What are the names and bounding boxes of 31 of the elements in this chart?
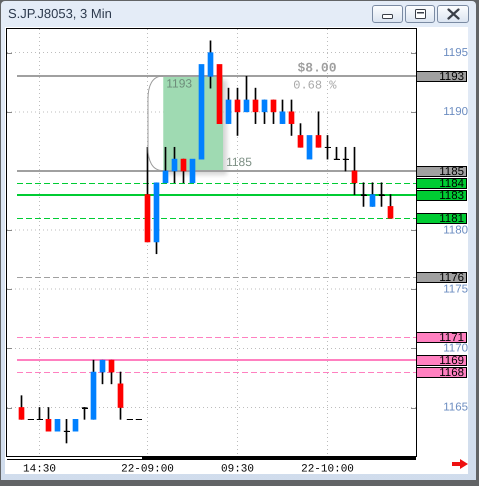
ref-line-label: 1183 [439,190,464,202]
candlestick [198,64,204,160]
candlestick [72,419,78,432]
annotation: 1193 [166,76,192,90]
x-tick-label: 22-09:00 [121,464,174,476]
y-tick-label: 1195 [443,46,468,59]
annotation: $8.00 [297,60,337,76]
annotation: 1185 [226,154,252,169]
ref-line-label: 1193 [439,71,464,84]
ref-line-label: 1169 [439,355,464,368]
y-tick-label: 1165 [443,402,468,414]
ref-line-label: 1185 [439,166,464,178]
y-tick-label: 1190 [443,106,468,118]
x-tick-label: 14:30 [22,464,56,476]
ref-line-label: 1176 [439,272,464,284]
chart-title: S.JP.J8053, 3 Min [8,6,112,21]
ref-line-label: 1184 [439,178,465,190]
candlestick [54,419,60,432]
candlestick [190,158,196,184]
y-tick-label: 1175 [443,283,468,296]
y-tick-label: 1170 [443,342,468,355]
annotation: 0.68 % [293,78,338,92]
ref-line-label: 1168 [439,367,464,380]
x-tick-label: 22-10:00 [301,464,354,476]
candlestick [82,407,88,420]
ref-line-label: 1171 [439,332,464,344]
y-tick-label: 1180 [443,224,468,236]
x-tick-label: 09:30 [220,464,254,476]
candlestick [216,64,222,124]
candlestick [306,135,312,160]
ref-line-label: 1181 [439,213,464,226]
